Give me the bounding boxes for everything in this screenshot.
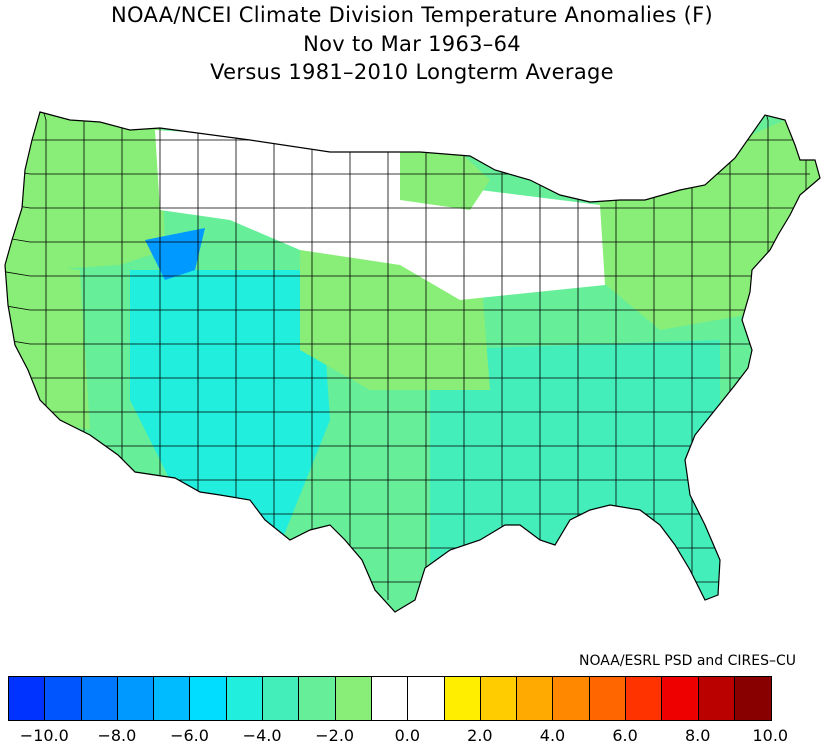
legend-swatch-0 bbox=[9, 677, 46, 720]
legend-swatch-2 bbox=[81, 677, 118, 720]
legend-swatch-11 bbox=[408, 677, 445, 720]
legend-swatch-14 bbox=[517, 677, 554, 720]
division-boundary bbox=[5, 372, 810, 379]
region-pacific-northwest bbox=[5, 112, 165, 270]
legend-tick-label: −8.0 bbox=[97, 726, 137, 745]
division-boundary bbox=[5, 406, 810, 413]
legend-swatch-5 bbox=[190, 677, 227, 720]
legend-swatch-15 bbox=[553, 677, 590, 720]
legend-swatch-1 bbox=[45, 677, 82, 720]
us-climate-division-map bbox=[4, 111, 821, 613]
legend-swatch-12 bbox=[444, 677, 481, 720]
legend-tick-label: −2.0 bbox=[315, 726, 355, 745]
legend-swatch-10 bbox=[371, 677, 409, 720]
legend-swatch-16 bbox=[589, 677, 627, 720]
legend-swatch-17 bbox=[626, 677, 663, 720]
region-minnesota-west bbox=[400, 145, 490, 210]
division-boundary bbox=[305, 112, 313, 600]
map-baseline: Versus 1981–2010 Longterm Average bbox=[210, 60, 614, 84]
legend-tick-label: 4.0 bbox=[539, 726, 566, 745]
legend-swatch-3 bbox=[117, 677, 155, 720]
division-boundary bbox=[5, 236, 810, 243]
legend-swatch-9 bbox=[335, 677, 372, 720]
data-credit: NOAA/ESRL PSD and CIRES–CU bbox=[579, 653, 796, 669]
division-boundary bbox=[343, 112, 351, 600]
legend-tick-label: −10.0 bbox=[19, 726, 69, 745]
legend-tick-label: 6.0 bbox=[612, 726, 638, 745]
division-boundary bbox=[381, 112, 389, 600]
legend-tick-label: 0.0 bbox=[394, 726, 421, 745]
division-boundary bbox=[267, 112, 275, 600]
legend-tick-label: 10.0 bbox=[752, 726, 789, 745]
division-boundary bbox=[5, 440, 810, 447]
division-boundary bbox=[5, 202, 810, 209]
legend-swatch-8 bbox=[299, 677, 336, 720]
division-boundary bbox=[419, 112, 427, 600]
legend-swatch-13 bbox=[480, 677, 518, 720]
map-period: Nov to Mar 1963–64 bbox=[303, 32, 521, 56]
division-boundary bbox=[5, 338, 810, 345]
color-legend bbox=[8, 676, 773, 721]
legend-swatch-6 bbox=[226, 677, 264, 720]
division-boundary bbox=[457, 112, 465, 600]
legend-swatch-4 bbox=[154, 677, 191, 720]
map-title: NOAA/NCEI Climate Division Temperature A… bbox=[111, 3, 713, 27]
legend-swatch-18 bbox=[662, 677, 699, 720]
legend-swatch-7 bbox=[263, 677, 300, 720]
region-northern-rockies-plains bbox=[155, 130, 400, 265]
color-legend-ticks: −10.0 −8.0 −6.0 −4.0 −2.0 0.0 2.0 4.0 6.0 8.0 10.0 bbox=[0, 726, 824, 745]
region-upper-midwest bbox=[400, 180, 605, 300]
legend-tick-label: 8.0 bbox=[684, 726, 711, 745]
legend-tick-label: 2.0 bbox=[467, 726, 493, 745]
legend-tick-label: −6.0 bbox=[170, 726, 209, 745]
division-boundary bbox=[5, 270, 810, 277]
division-boundary bbox=[5, 610, 810, 612]
division-boundary bbox=[5, 304, 810, 311]
legend-swatch-19 bbox=[698, 677, 735, 720]
legend-tick-label: −4.0 bbox=[242, 726, 282, 745]
region-great-basin-southwest bbox=[130, 270, 330, 545]
legend-swatch-20 bbox=[734, 677, 772, 720]
